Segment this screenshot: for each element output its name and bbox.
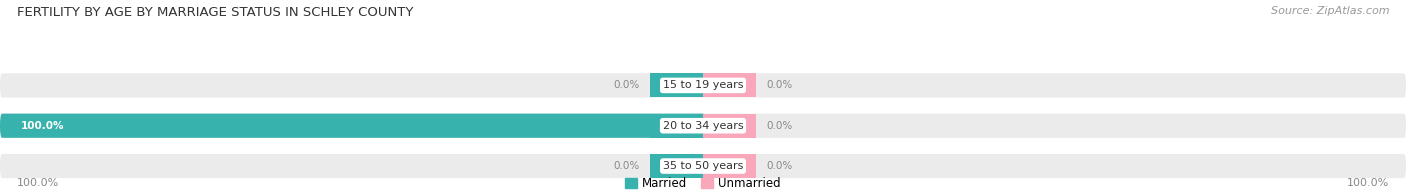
Text: Source: ZipAtlas.com: Source: ZipAtlas.com	[1271, 6, 1389, 16]
Text: 0.0%: 0.0%	[766, 121, 793, 131]
Bar	[650, 73, 703, 97]
Bar	[703, 114, 756, 138]
FancyBboxPatch shape	[0, 73, 1406, 97]
Text: 100.0%: 100.0%	[17, 178, 59, 188]
Text: 35 to 50 years: 35 to 50 years	[662, 161, 744, 171]
Bar	[650, 154, 703, 178]
Bar	[702, 114, 707, 138]
FancyBboxPatch shape	[0, 114, 704, 138]
Text: 100.0%: 100.0%	[1347, 178, 1389, 188]
Bar	[650, 114, 703, 138]
Bar	[703, 73, 756, 97]
Legend: Married, Unmarried: Married, Unmarried	[626, 177, 780, 190]
Text: 15 to 19 years: 15 to 19 years	[662, 80, 744, 90]
Text: 100.0%: 100.0%	[21, 121, 65, 131]
Text: 20 to 34 years: 20 to 34 years	[662, 121, 744, 131]
Text: 0.0%: 0.0%	[766, 80, 793, 90]
Text: 0.0%: 0.0%	[613, 80, 640, 90]
FancyBboxPatch shape	[0, 114, 1406, 138]
Bar	[703, 154, 756, 178]
FancyBboxPatch shape	[0, 154, 1406, 178]
Text: 0.0%: 0.0%	[766, 161, 793, 171]
Text: FERTILITY BY AGE BY MARRIAGE STATUS IN SCHLEY COUNTY: FERTILITY BY AGE BY MARRIAGE STATUS IN S…	[17, 6, 413, 19]
Text: 0.0%: 0.0%	[613, 161, 640, 171]
